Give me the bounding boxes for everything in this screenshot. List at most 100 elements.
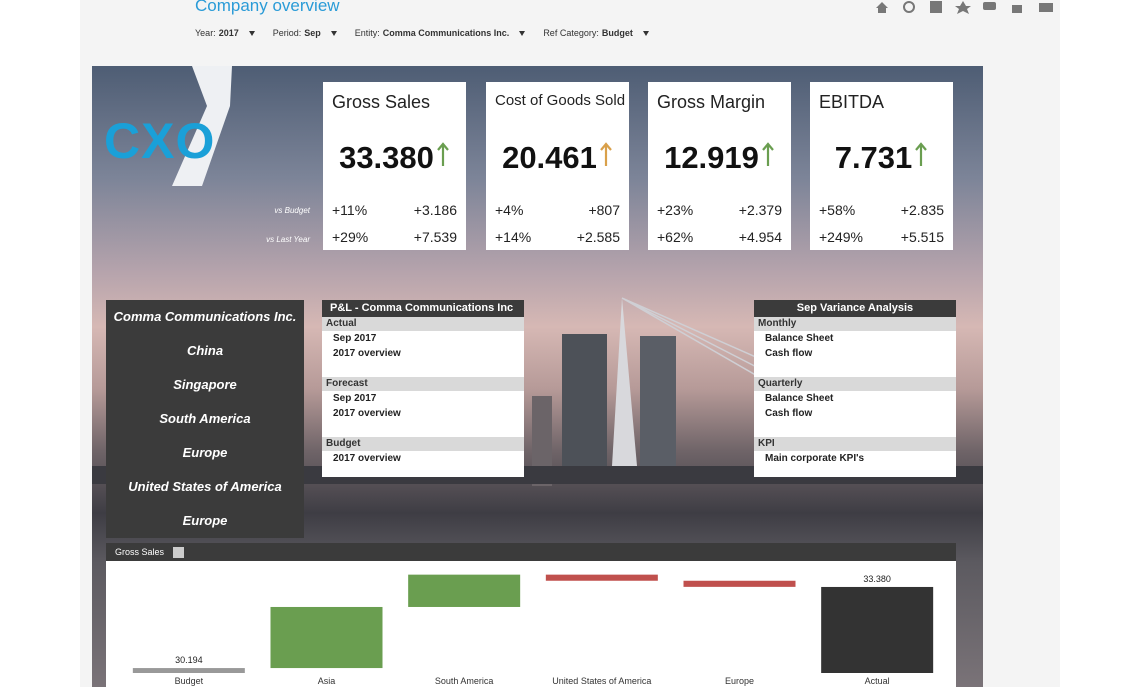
- report-link[interactable]: Sep 2017: [333, 333, 377, 344]
- kpi-card: EBITDA 7.731 +58% +2.835 +249% +5.515: [810, 82, 953, 250]
- kpi-delta: +2.379: [738, 202, 782, 218]
- x-tick-label: Asia: [318, 676, 336, 686]
- dropdown-arrow: [642, 31, 649, 37]
- kpi-row: +29% +7.539: [332, 229, 457, 245]
- filter-bar: Year: 2017 Period: Sep Entity: Comma Communic…: [195, 28, 667, 38]
- trend-arrow: [762, 142, 774, 166]
- x-tick-label: Europe: [725, 676, 754, 686]
- kpi-delta: +5.515: [900, 229, 944, 245]
- logo: CXO: [104, 113, 216, 169]
- panel-section: Budget 2017 overview: [322, 437, 524, 477]
- entity-item: China: [186, 343, 224, 358]
- page-title: Company overview: [195, 0, 340, 15]
- kpi-delta: +3.186: [413, 202, 457, 218]
- kpi-number: 12.919: [664, 140, 759, 175]
- x-tick-label: United States of America: [552, 676, 651, 686]
- kpi-percent: +249%: [819, 229, 863, 245]
- entity-list[interactable]: Comma Communications Inc. China Singapore S…: [106, 300, 304, 538]
- kpi-card: Cost of Goods Sold 20.461 +4% +807 +14% +2.58…: [486, 82, 629, 250]
- filter[interactable]: Year: 2017: [195, 28, 255, 38]
- kpi-percent: +14%: [495, 229, 532, 245]
- kpi-percent: +11%: [332, 202, 368, 218]
- data-label: 33.380: [863, 574, 891, 584]
- panel-section: Actual Sep 2017 2017 overview: [322, 317, 524, 377]
- report-link[interactable]: Cash flow: [765, 408, 813, 419]
- report-link[interactable]: Sep 2017: [333, 393, 377, 404]
- export-icon[interactable]: [930, 1, 942, 13]
- chart-title: Gross Sales: [115, 547, 165, 557]
- kpi-row: +249% +5.515: [819, 229, 944, 245]
- kpi-percent: +29%: [332, 229, 369, 245]
- print-icon[interactable]: [1039, 3, 1053, 12]
- trend-arrow: [915, 142, 928, 166]
- entity-item: Comma Communications Inc.: [113, 309, 297, 324]
- filter[interactable]: Entity: Comma Communications Inc.: [355, 28, 526, 38]
- entity-item: South America: [159, 411, 251, 426]
- filter-label: Year:: [195, 28, 216, 38]
- filter-value: 2017: [218, 28, 239, 38]
- filter-value: Budget: [601, 28, 633, 38]
- chart-panel: Gross Sales Budget 30.194 Asia South Americ…: [106, 543, 956, 687]
- kpi-title: Gross Margin: [657, 92, 766, 112]
- report-link[interactable]: Main corporate KPI's: [765, 453, 865, 464]
- dropdown-arrow: [330, 31, 337, 37]
- report-link[interactable]: Balance Sheet: [765, 333, 834, 344]
- panel-section: KPI Main corporate KPI's: [754, 437, 956, 477]
- report-link[interactable]: Cash flow: [765, 348, 813, 359]
- bar: [408, 574, 521, 607]
- entity-item: Europe: [182, 513, 228, 528]
- panel-section: Monthly Balance Sheet Cash flow: [754, 317, 956, 377]
- kpi-percent: +23%: [657, 202, 694, 218]
- x-tick-label: South America: [435, 676, 494, 686]
- panel-title: P&L - Comma Communications Inc: [322, 300, 524, 317]
- data-label: 30.194: [175, 655, 203, 665]
- variance-panel: Sep Variance Analysis Monthly Balance Shee…: [754, 300, 956, 477]
- x-tick-label: Budget: [175, 676, 204, 686]
- report-link[interactable]: Balance Sheet: [765, 393, 834, 404]
- report-link[interactable]: 2017 overview: [333, 348, 401, 359]
- lock-icon[interactable]: [1012, 5, 1022, 13]
- bar: [821, 586, 934, 673]
- toolbar-icons[interactable]: [870, 0, 1055, 16]
- row-label: vs Budget: [274, 206, 310, 215]
- bar: [683, 580, 796, 587]
- filter-label: Period:: [272, 28, 302, 38]
- kpi-delta: +4.954: [738, 229, 782, 245]
- entity-item: Singapore: [173, 377, 237, 392]
- kpi-percent: +58%: [819, 202, 856, 218]
- kpi-value: 12.919: [648, 140, 791, 176]
- trend-arrow: [600, 142, 612, 166]
- kpi-row: +14% +2.585: [495, 229, 620, 245]
- row-label: vs Last Year: [266, 235, 310, 244]
- chart-dropdown[interactable]: [172, 547, 184, 559]
- chart-header: Gross Sales: [106, 543, 956, 561]
- report-link[interactable]: 2017 overview: [333, 408, 401, 419]
- report-link[interactable]: 2017 overview: [333, 453, 401, 464]
- waterfall-chart: Budget 30.194 Asia South America United Stat…: [132, 574, 934, 686]
- home-icon[interactable]: [876, 2, 888, 13]
- star-icon[interactable]: [955, 1, 971, 14]
- kpi-value: 20.461: [486, 140, 629, 176]
- kpi-delta: +807: [588, 202, 620, 218]
- filter[interactable]: Ref Category: Budget: [543, 28, 649, 38]
- kpi-delta: +2.835: [900, 202, 944, 218]
- dropdown-arrow: [248, 31, 255, 37]
- comment-icon[interactable]: [983, 2, 996, 10]
- section-title: Monthly: [754, 317, 956, 331]
- filter-label: Entity:: [354, 28, 380, 38]
- kpi-number: 7.731: [834, 140, 913, 175]
- kpi-number: 20.461: [502, 140, 597, 175]
- kpi-row: +23% +2.379: [657, 202, 782, 218]
- kpi-percent: +4%: [495, 202, 524, 218]
- kpi-title: EBITDA: [819, 92, 885, 112]
- kpi-value: 7.731: [810, 140, 953, 176]
- bar: [270, 606, 383, 669]
- pl-panel: P&L - Comma Communications Inc Actual Sep …: [322, 300, 524, 477]
- trend-arrow: [437, 142, 449, 166]
- kpi-card: Gross Sales 33.380 +11% +3.186 +29% +7.539: [323, 82, 466, 250]
- refresh-icon[interactable]: [903, 1, 915, 13]
- kpi-row: +11% +3.186: [332, 202, 457, 218]
- filter[interactable]: Period: Sep: [273, 28, 337, 38]
- section-title: Actual: [322, 317, 524, 331]
- x-tick-label: Actual: [865, 676, 890, 686]
